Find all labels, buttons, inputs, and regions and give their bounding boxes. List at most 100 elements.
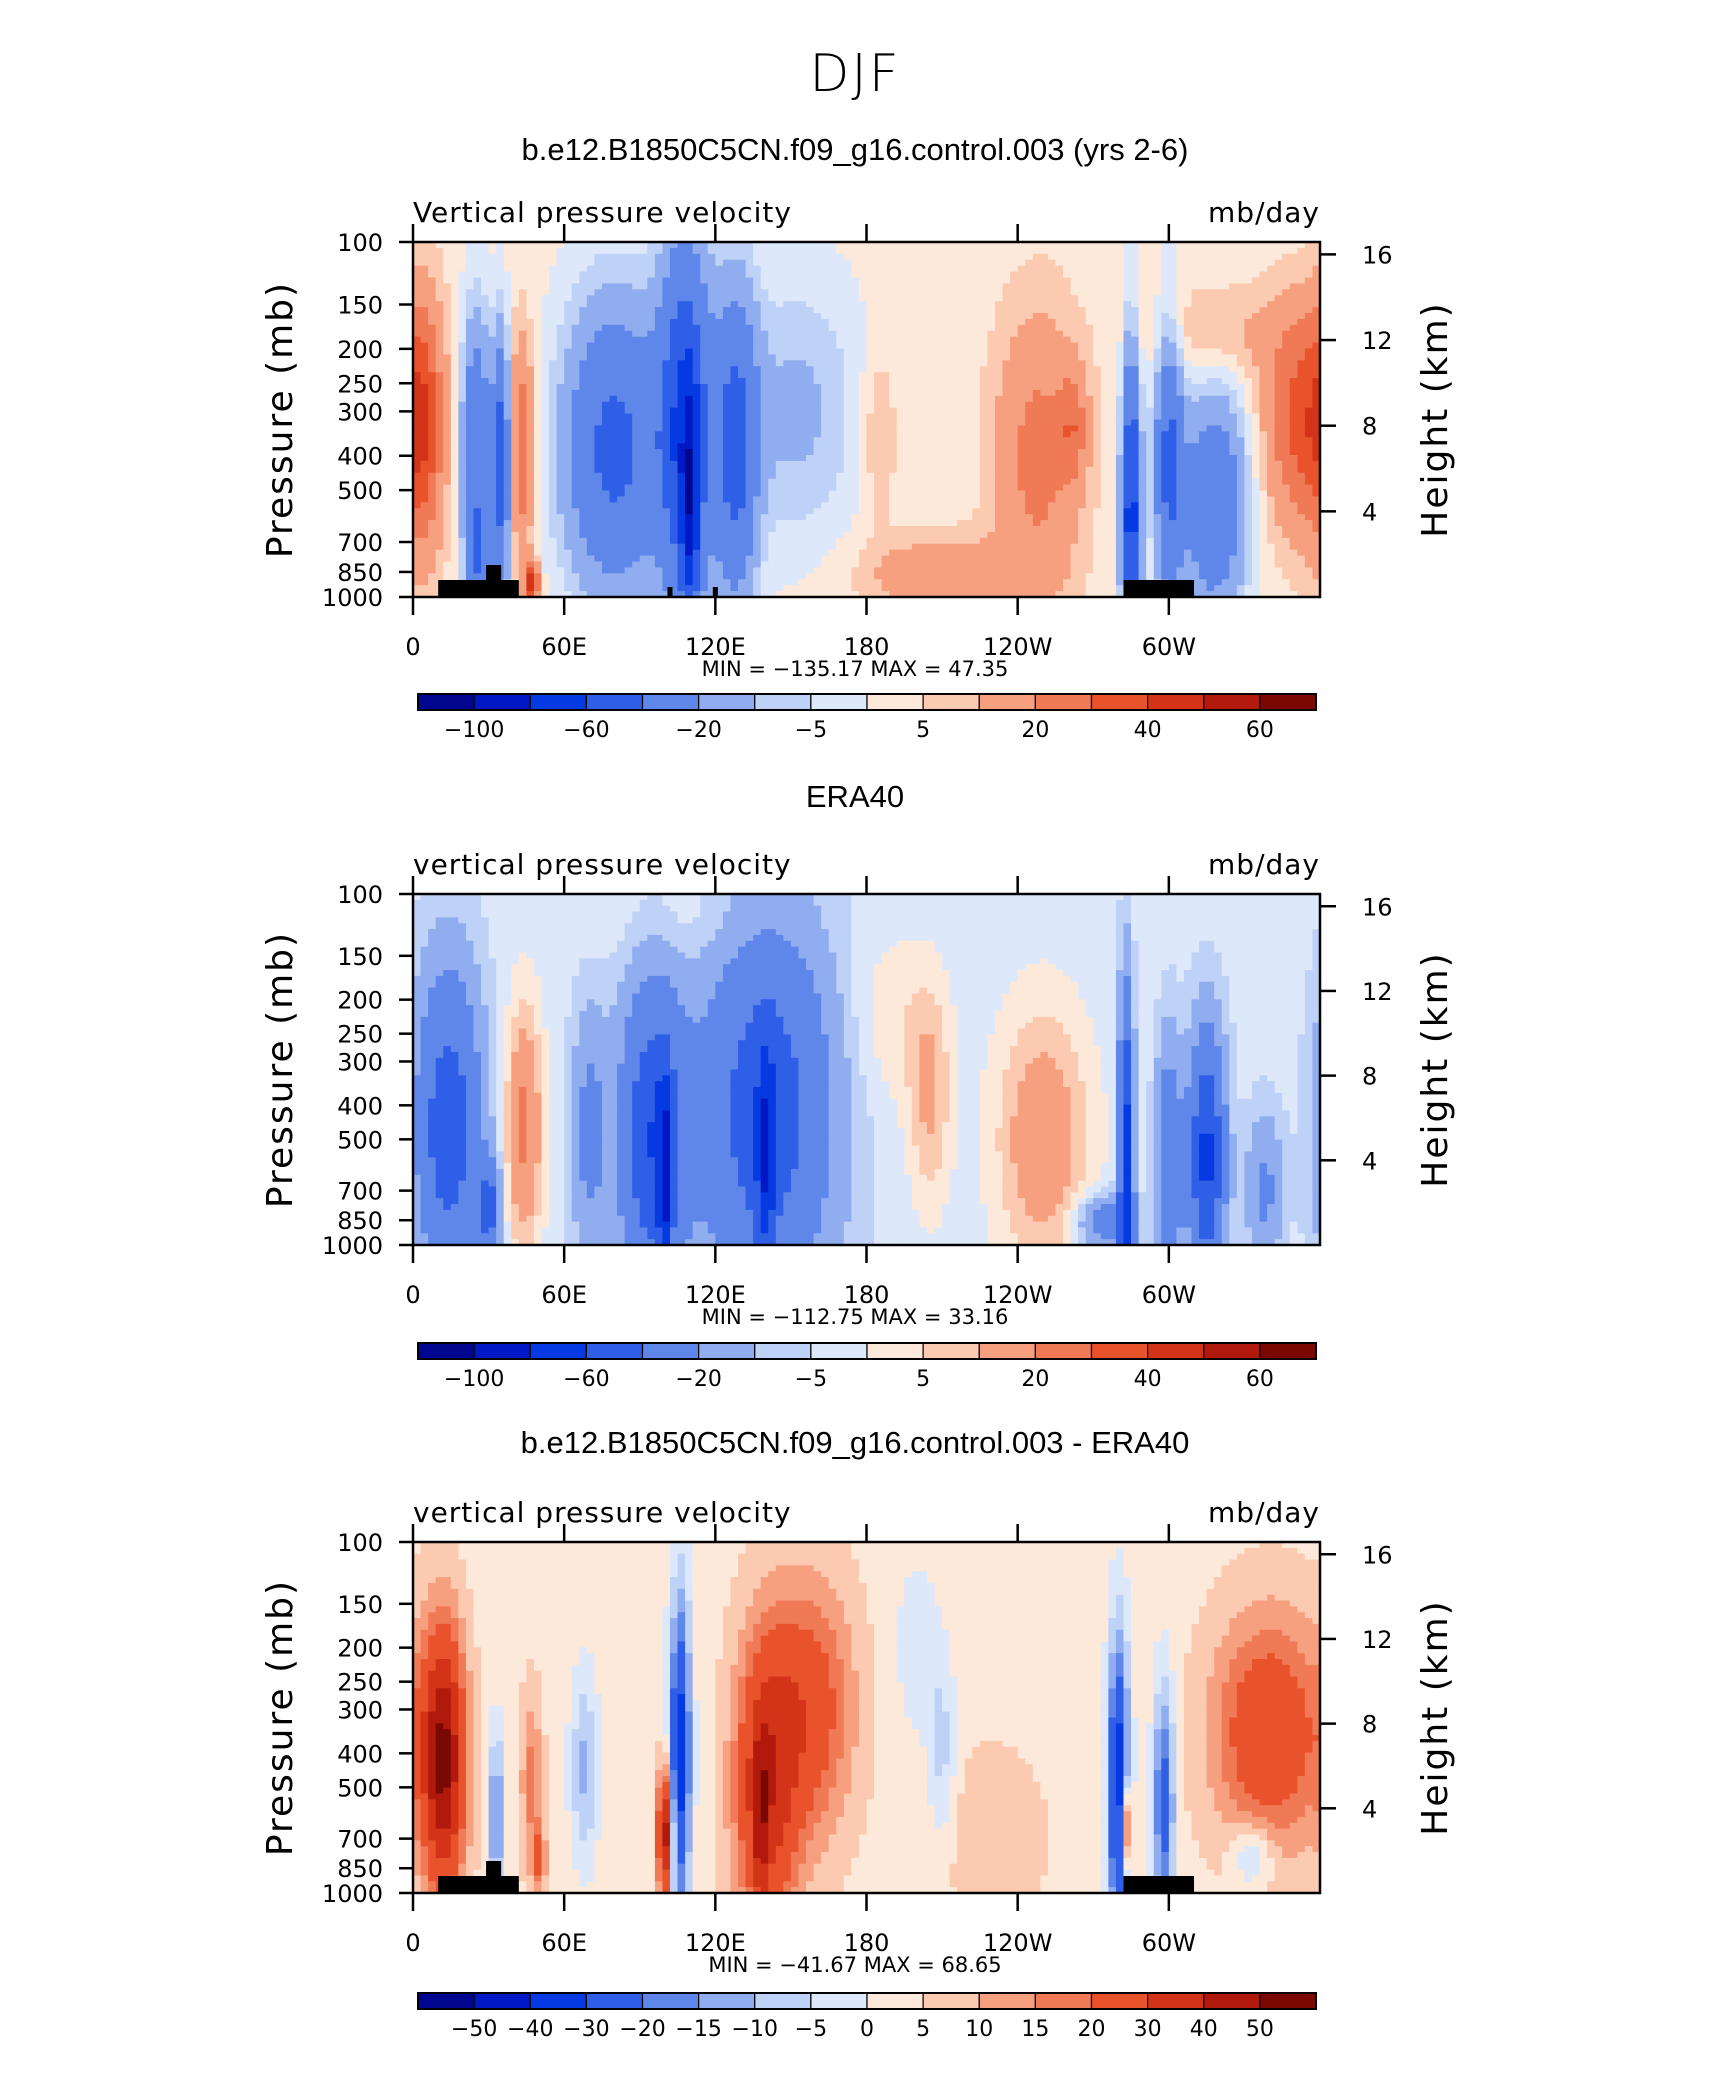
heatmap-cell: [1101, 402, 1109, 409]
heatmap-cell: [927, 396, 935, 403]
heatmap-cell: [678, 307, 686, 314]
heatmap-cell: [1078, 289, 1086, 296]
heatmap-cell: [874, 319, 882, 326]
heatmap-cell: [972, 425, 980, 432]
heatmap-cell: [972, 260, 980, 267]
heatmap-cell: [919, 425, 927, 432]
heatmap-cell: [1154, 278, 1162, 285]
heatmap-cell: [678, 313, 686, 320]
heatmap-cell: [1033, 402, 1041, 409]
heatmap-cell: [821, 473, 829, 480]
heatmap-cell: [1176, 431, 1184, 438]
heatmap-cell: [1275, 343, 1283, 350]
heatmap-cell: [1033, 266, 1041, 273]
heatmap-cell: [428, 437, 436, 444]
heatmap-cell: [1222, 414, 1230, 421]
heatmap-cell: [927, 420, 935, 427]
heatmap-cell: [1237, 343, 1245, 350]
heatmap-cell: [1139, 343, 1147, 350]
heatmap-cell: [844, 390, 852, 397]
heatmap-cell: [904, 431, 912, 438]
heatmap-cell: [1290, 396, 1298, 403]
heatmap-cell: [844, 396, 852, 403]
heatmap-cell: [655, 260, 663, 267]
heatmap-cell: [421, 283, 429, 290]
heatmap-cell: [1207, 384, 1215, 391]
heatmap-cell: [942, 349, 950, 356]
heatmap-cell: [783, 372, 791, 379]
heatmap-cell: [625, 467, 633, 474]
heatmap-cell: [640, 307, 648, 314]
heatmap-cell: [995, 420, 1003, 427]
heatmap-cell: [1229, 396, 1237, 403]
heatmap-cell: [1123, 360, 1131, 367]
heatmap-cell: [1207, 402, 1215, 409]
heatmap-cell: [708, 390, 716, 397]
heatmap-cell: [1229, 260, 1237, 267]
heatmap-cell: [458, 390, 466, 397]
heatmap-cell: [1184, 313, 1192, 320]
heatmap-cell: [564, 408, 572, 415]
heatmap-cell: [678, 360, 686, 367]
heatmap-cell: [889, 343, 897, 350]
heatmap-cell: [950, 431, 958, 438]
heatmap-cell: [715, 354, 723, 361]
heatmap-cell: [443, 254, 451, 261]
heatmap-cell: [776, 331, 784, 338]
heatmap-cell: [647, 260, 655, 267]
heatmap-cell: [1154, 319, 1162, 326]
heatmap-cell: [541, 443, 549, 450]
heatmap-cell: [700, 485, 708, 492]
heatmap-cell: [829, 378, 837, 385]
heatmap-cell: [1146, 325, 1154, 332]
heatmap-cell: [1297, 473, 1305, 480]
heatmap-cell: [1003, 337, 1011, 344]
heatmap-cell: [693, 372, 701, 379]
heatmap-cell: [587, 254, 595, 261]
heatmap-cell: [783, 390, 791, 397]
heatmap-cell: [776, 354, 784, 361]
heatmap-cell: [428, 372, 436, 379]
heatmap-cell: [534, 467, 542, 474]
heatmap-cell: [625, 443, 633, 450]
heatmap-cell: [1290, 337, 1298, 344]
heatmap-cell: [572, 343, 580, 350]
heatmap-cell: [436, 331, 444, 338]
heatmap-cell: [670, 248, 678, 255]
heatmap-cell: [738, 354, 746, 361]
heatmap-cell: [496, 331, 504, 338]
heatmap-cell: [1116, 266, 1124, 273]
heatmap-cell: [1252, 331, 1260, 338]
heatmap-cell: [836, 337, 844, 344]
heatmap-cell: [1101, 366, 1109, 373]
heatmap-cell: [1214, 384, 1222, 391]
heatmap-cell: [912, 260, 920, 267]
heatmap-cell: [821, 443, 829, 450]
heatmap-cell: [1071, 402, 1079, 409]
heatmap-cell: [1275, 260, 1283, 267]
heatmap-cell: [1161, 420, 1169, 427]
heatmap-cell: [1222, 325, 1230, 332]
heatmap-cell: [594, 479, 602, 486]
heatmap-cell: [761, 467, 769, 474]
heatmap-cell: [617, 437, 625, 444]
heatmap-cell: [829, 313, 837, 320]
heatmap-cell: [541, 366, 549, 373]
heatmap-cell: [678, 431, 686, 438]
heatmap-cell: [791, 455, 799, 462]
heatmap-cell: [791, 378, 799, 385]
heatmap-cell: [685, 408, 693, 415]
heatmap-cell: [1131, 325, 1139, 332]
heatmap-cell: [874, 254, 882, 261]
heatmap-cell: [526, 425, 534, 432]
heatmap-cell: [798, 295, 806, 302]
heatmap-cell: [904, 360, 912, 367]
heatmap-cell: [1252, 402, 1260, 409]
heatmap-cell: [867, 307, 875, 314]
heatmap-cell: [1040, 443, 1048, 450]
heatmap-cell: [489, 408, 497, 415]
heatmap-cell: [1282, 420, 1290, 427]
heatmap-cell: [897, 313, 905, 320]
heatmap-cell: [1275, 396, 1283, 403]
heatmap-cell: [1093, 479, 1101, 486]
